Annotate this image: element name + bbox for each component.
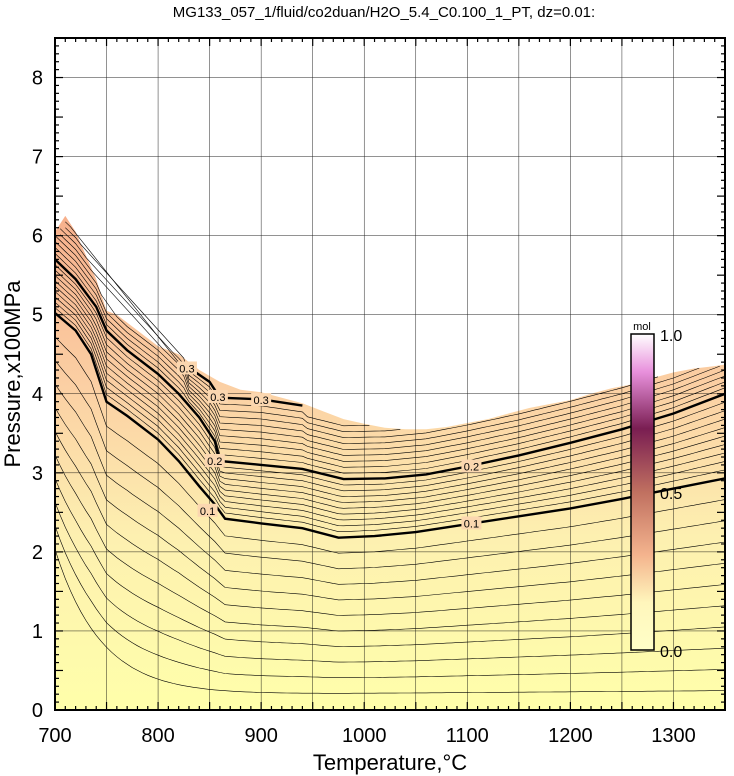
minor-contour-line bbox=[55, 253, 725, 474]
contour-label-0.1: 0.1 bbox=[197, 503, 218, 518]
minor-contour-line bbox=[65, 227, 659, 438]
plot-area: 0.1 0.1 0.2 0.2 0.3 0.3 0.3 700 800 900 1000 1100 1… bbox=[32, 37, 726, 747]
colorbar-label-mid: 0.5 bbox=[660, 486, 682, 503]
minor-contour-line bbox=[55, 280, 725, 503]
y-axis-title: Pressure,x100MPa bbox=[0, 280, 25, 468]
x-tick-label: 900 bbox=[244, 725, 277, 747]
x-tick-labels: 700 800 900 1000 1100 1200 1300 bbox=[38, 725, 695, 747]
contour-label-0.1: 0.1 bbox=[461, 516, 482, 530]
minor-contour-line bbox=[55, 336, 725, 554]
data-domain-fill bbox=[55, 215, 725, 710]
contour-labels: 0.1 0.1 0.2 0.2 0.3 0.3 0.3 bbox=[176, 361, 482, 530]
plot-frame bbox=[54, 37, 726, 711]
contour-label-0.2: 0.2 bbox=[204, 453, 225, 468]
chart-title: MG133_057_1/fluid/co2duan/H2O_5.4_C0.100… bbox=[173, 4, 595, 21]
contour-line-0.2 bbox=[55, 258, 725, 481]
colorbar: mol 1.0 0.5 0.0 bbox=[630, 321, 682, 661]
minor-contour-line bbox=[55, 502, 725, 663]
minor-contour-line bbox=[55, 275, 725, 497]
y-tick-label: 6 bbox=[32, 226, 43, 248]
y-tick-label: 5 bbox=[32, 305, 43, 327]
minor-contour-line bbox=[55, 269, 725, 492]
minor-contour-line bbox=[55, 549, 725, 694]
x-tick-label: 700 bbox=[38, 725, 71, 747]
y-tick-labels: 0 1 2 3 4 5 6 7 8 bbox=[32, 68, 43, 722]
minor-contour-line bbox=[59, 234, 720, 450]
y-tick-label: 8 bbox=[32, 68, 43, 90]
contour-label-text: 0.1 bbox=[200, 506, 215, 518]
y-tick-label: 1 bbox=[32, 621, 43, 643]
y-tick-label: 0 bbox=[32, 700, 43, 722]
minor-contour-line bbox=[55, 296, 725, 521]
x-tick-label: 800 bbox=[141, 725, 174, 747]
minor-contour-line bbox=[55, 235, 725, 456]
minor-contour-line bbox=[55, 302, 725, 527]
minor-contour-line bbox=[55, 431, 725, 616]
colorbar-label-max: 1.0 bbox=[660, 328, 682, 345]
contour-label-text: 0.3 bbox=[210, 392, 225, 404]
minor-contour-line bbox=[59, 228, 700, 444]
minor-contour-line bbox=[55, 525, 725, 678]
y-tick-label: 4 bbox=[32, 384, 43, 406]
contour-label-0.2: 0.2 bbox=[461, 459, 482, 473]
minor-contour-line bbox=[55, 478, 725, 647]
contour-label-text: 0.2 bbox=[207, 456, 222, 468]
x-tick-label: 1200 bbox=[548, 725, 593, 747]
minor-contour-line bbox=[55, 285, 725, 509]
minor-contour-line bbox=[55, 241, 725, 462]
minor-contour-line bbox=[55, 360, 725, 570]
contour-label-text: 0.1 bbox=[464, 518, 479, 530]
x-tick-label: 1000 bbox=[342, 725, 387, 747]
y-tick-label: 7 bbox=[32, 147, 43, 169]
contour-line-0.1 bbox=[55, 312, 725, 539]
contour-label-text: 0.2 bbox=[464, 461, 479, 473]
contour-label-text: 0.3 bbox=[254, 395, 269, 407]
axis-ticks bbox=[54, 37, 726, 711]
minor-contour-line bbox=[55, 264, 725, 486]
minor-contour-line bbox=[55, 383, 725, 585]
contour-label-0.3: 0.3 bbox=[207, 389, 228, 404]
x-axis-title: Temperature,°C bbox=[313, 750, 467, 775]
colorbar-unit: mol bbox=[633, 321, 651, 333]
contour-label-0.3: 0.3 bbox=[176, 361, 197, 375]
minor-contour-line bbox=[55, 407, 725, 601]
minor-contour-line bbox=[55, 247, 725, 468]
y-tick-label: 3 bbox=[32, 463, 43, 485]
grid-lines bbox=[55, 38, 725, 710]
y-tick-label: 2 bbox=[32, 542, 43, 564]
contour-label-0.3: 0.3 bbox=[251, 393, 272, 407]
minor-contour-line bbox=[55, 307, 725, 533]
colorbar-label-min: 0.0 bbox=[660, 644, 682, 661]
colorbar-gradient bbox=[630, 333, 655, 651]
x-tick-label: 1100 bbox=[446, 725, 489, 747]
minor-contours bbox=[55, 221, 725, 694]
contour-label-text: 0.3 bbox=[179, 363, 194, 375]
x-tick-label: 1300 bbox=[651, 725, 696, 747]
minor-contour-line bbox=[55, 454, 725, 632]
